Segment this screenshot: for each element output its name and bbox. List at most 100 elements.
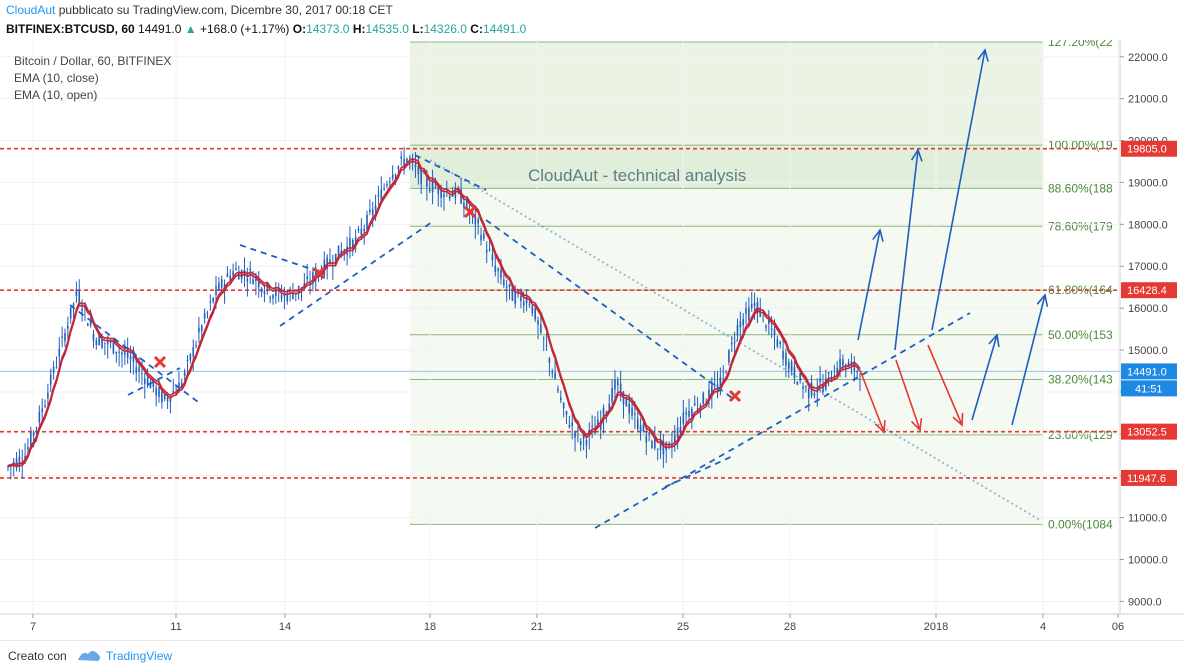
candle-body	[86, 323, 89, 326]
candle-body	[648, 432, 650, 435]
last-price: 14491.0	[138, 22, 182, 36]
candle-body	[7, 466, 9, 468]
fib-level-label: 23.60%(129	[1048, 428, 1113, 442]
candle-body	[275, 288, 277, 297]
candle-body	[802, 386, 804, 390]
candle-body	[209, 301, 212, 303]
candle-body	[693, 403, 696, 406]
candle-body	[280, 295, 283, 299]
trendline[interactable]	[429, 159, 1041, 521]
countdown-tag: 41:51	[1135, 383, 1163, 395]
ema-close-line	[7, 160, 861, 468]
candle-body	[713, 384, 716, 387]
trendline[interactable]	[485, 219, 736, 401]
bullish-arrow[interactable]	[971, 334, 998, 421]
candle-body	[790, 361, 793, 372]
candle-body	[625, 398, 628, 407]
price-chart[interactable]: 127.20%(22100.00%(1988.60%(18878.60%(179…	[0, 40, 1184, 640]
trendline[interactable]	[239, 244, 321, 273]
candle-body	[189, 354, 192, 361]
candle-body	[426, 178, 428, 187]
chart-annotation[interactable]: CloudAut - technical analysis	[528, 166, 746, 185]
candle-body	[488, 249, 491, 251]
made-with-label: Creato con	[8, 649, 67, 663]
candle-body	[500, 269, 502, 279]
candle-body	[41, 408, 43, 412]
candle-body	[200, 325, 203, 331]
candle-body	[636, 418, 639, 430]
candle-body	[72, 303, 75, 306]
candle-body	[483, 233, 485, 239]
candle-body	[480, 235, 482, 241]
candle-body	[665, 441, 668, 450]
trendline[interactable]	[127, 367, 181, 396]
candle-body	[728, 350, 730, 363]
candle-body	[448, 195, 451, 199]
candle-body	[240, 270, 243, 279]
price-tick-label: 9000.0	[1128, 596, 1162, 608]
candle-body	[32, 432, 35, 436]
candle-body	[565, 411, 568, 415]
trendline[interactable]	[664, 454, 736, 488]
time-tick-label: 7	[30, 621, 36, 633]
fib-level-label: 78.60%(179	[1048, 219, 1113, 233]
candle-body	[397, 166, 400, 170]
candle-body	[403, 158, 405, 167]
level-price-tag-bg	[1121, 469, 1177, 486]
candle-body	[685, 412, 687, 415]
candle-body	[121, 352, 123, 355]
candle-body	[491, 254, 494, 261]
scenario-arrows[interactable]	[857, 48, 1049, 434]
time-tick-label: 2018	[924, 621, 948, 633]
price-tick-label: 18000.0	[1128, 219, 1168, 231]
candle-body	[212, 298, 214, 302]
candle-body	[249, 268, 252, 271]
trendline[interactable]	[279, 221, 433, 327]
candle-body	[81, 308, 83, 311]
legend-title: Bitcoin / Dollar, 60, BITFINEX	[14, 54, 171, 68]
bullish-arrow[interactable]	[931, 49, 986, 331]
author-name[interactable]: CloudAut	[6, 3, 56, 17]
candle-body	[642, 424, 645, 432]
time-axis[interactable]: 7 11 14 18 21 25 28 2018 4 06	[30, 614, 1124, 633]
ohlc-line: BITFINEX:BTCUSD, 60 14491.0 ▲ +168.0 (+1…	[6, 22, 526, 36]
candle-body	[272, 295, 274, 299]
tradingview-logo-icon[interactable]	[76, 646, 102, 664]
level-price-tag: 13052.5	[1127, 427, 1167, 439]
candle-body	[548, 358, 551, 364]
bearish-arrow[interactable]	[927, 344, 963, 426]
fibonacci-retracement[interactable]: 127.20%(22100.00%(1988.60%(18878.60%(179…	[410, 40, 1113, 531]
candle-body	[389, 180, 391, 182]
candle-body	[673, 435, 676, 442]
trendline[interactable]	[414, 154, 487, 191]
candle-body	[651, 440, 653, 449]
candle-body	[55, 366, 58, 368]
candle-body	[166, 397, 169, 402]
price-axis[interactable]: 9000.010000.011000.012000.013000.014000.…	[1120, 52, 1168, 609]
trendlines[interactable]	[69, 154, 1041, 529]
candle-body	[631, 407, 633, 416]
candle-body	[67, 325, 69, 329]
candle-body	[400, 156, 403, 159]
price-tags: 19805.0 16428.4 13052.5 11947.6 14491.0 41:51	[1121, 140, 1177, 486]
fib-level-label: 38.20%(143	[1048, 372, 1113, 386]
candle-body	[89, 320, 92, 326]
candle-body	[223, 284, 226, 290]
trendline[interactable]	[69, 304, 199, 403]
candle-body	[149, 382, 152, 389]
bearish-arrow[interactable]	[895, 359, 921, 431]
bullish-arrow[interactable]	[894, 149, 919, 351]
bullish-arrow[interactable]	[1011, 294, 1046, 426]
candle-body	[143, 378, 146, 384]
candle-body	[796, 381, 799, 385]
candle-body	[126, 349, 129, 358]
candle-body	[277, 287, 280, 292]
close-label: C:	[470, 22, 483, 36]
bearish-arrow[interactable]	[859, 369, 885, 433]
candle-body	[206, 312, 209, 314]
bullish-arrow[interactable]	[857, 229, 881, 341]
candle-body	[286, 295, 289, 302]
tradingview-brand-link[interactable]: TradingView	[106, 649, 173, 663]
candle-body	[753, 303, 756, 306]
candle-body	[118, 351, 120, 353]
